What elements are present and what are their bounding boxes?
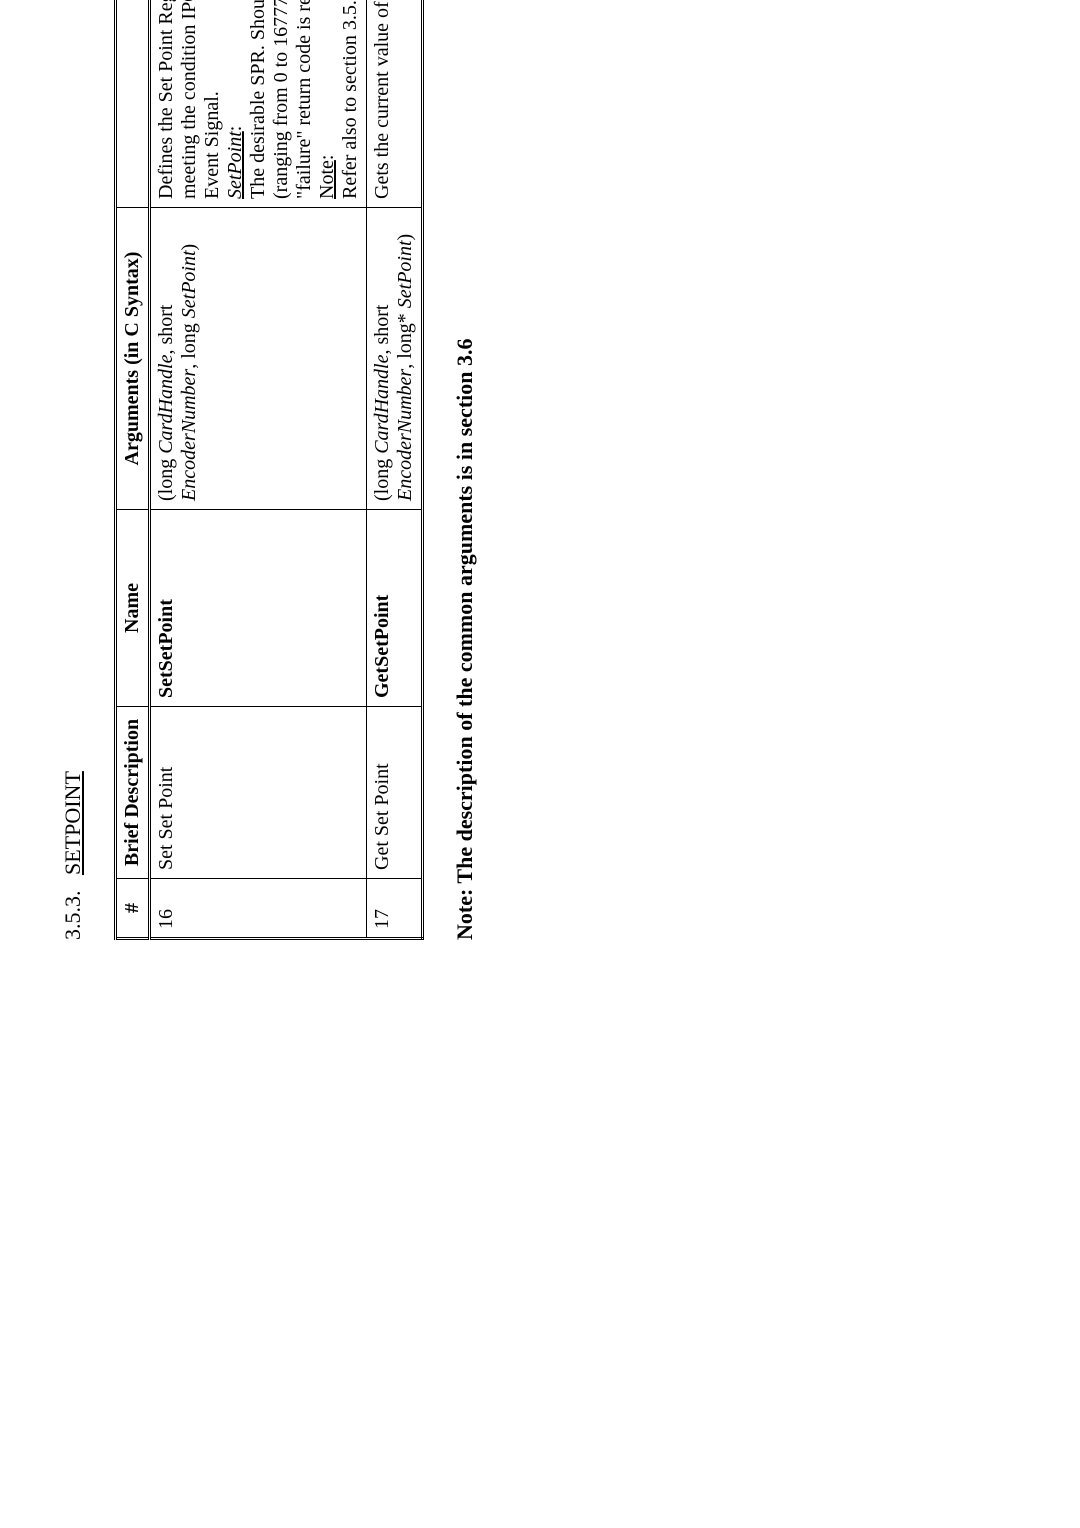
cell-brief: Set Set Point [150, 707, 367, 879]
table-row: 16 Set Set Point SetSetPoint (long CardH… [150, 0, 367, 939]
api-table: # Brief Description Name Arguments (in C… [114, 0, 424, 940]
args-text: (long [155, 454, 177, 501]
args-italic: CardHandle [371, 355, 393, 454]
args-italic: EncoderNumber [178, 369, 200, 501]
header-brief: Brief Description [116, 707, 150, 879]
header-name: Name [116, 510, 150, 707]
args-italic: CardHandle [155, 355, 177, 454]
cell-desc: Gets the current value of the Set Point … [367, 0, 423, 208]
desc-text: : [316, 155, 338, 161]
desc-text: The desirable SPR. Should conform to an … [247, 0, 292, 199]
cell-num: 16 [150, 879, 367, 939]
args-italic: SetPoint [178, 250, 200, 318]
args-text: ) [394, 234, 416, 241]
args-text: , short [371, 305, 393, 355]
args-text: ) [178, 244, 200, 251]
table-row: 17 Get Set Point GetSetPoint (long CardH… [367, 0, 423, 939]
cell-args: (long CardHandle, short EncoderNumber, l… [367, 208, 423, 510]
args-italic: EncoderNumber [394, 369, 416, 501]
desc-text: : [224, 126, 246, 132]
header-args: Arguments (in C Syntax) [116, 208, 150, 510]
section-title: SETPOINT [60, 771, 85, 875]
cell-desc: Defines the Set Point Register (SPR). Re… [150, 0, 367, 208]
cell-name: GetSetPoint [367, 510, 423, 707]
cell-args: (long CardHandle, short EncoderNumber, l… [150, 208, 367, 510]
cell-brief: Get Set Point [367, 707, 423, 879]
cell-name: SetSetPoint [150, 510, 367, 707]
page-content: 3.5.3. SETPOINT # Brief Description Name… [0, 0, 518, 1080]
args-text: , long [178, 318, 200, 369]
section-number: 3.5.3. [60, 891, 85, 941]
args-text: , short [155, 305, 177, 355]
table-header-row: # Brief Description Name Arguments (in C… [116, 0, 150, 939]
desc-text: Refer also to section 3.5.4. [339, 0, 361, 199]
section-heading: 3.5.3. SETPOINT [60, 0, 86, 940]
args-italic: SetPoint [394, 240, 416, 308]
desc-label: Note [316, 160, 338, 199]
footer-note: Note: The description of the common argu… [452, 0, 478, 940]
desc-text: Defines the Set Point Register (SPR). Re… [155, 0, 223, 199]
cell-num: 17 [367, 879, 423, 939]
args-text: , long* [394, 308, 416, 369]
desc-label: SetPoint [224, 131, 246, 199]
args-text: (long [371, 454, 393, 501]
header-num: # [116, 879, 150, 939]
header-desc: Full Description [116, 0, 150, 208]
